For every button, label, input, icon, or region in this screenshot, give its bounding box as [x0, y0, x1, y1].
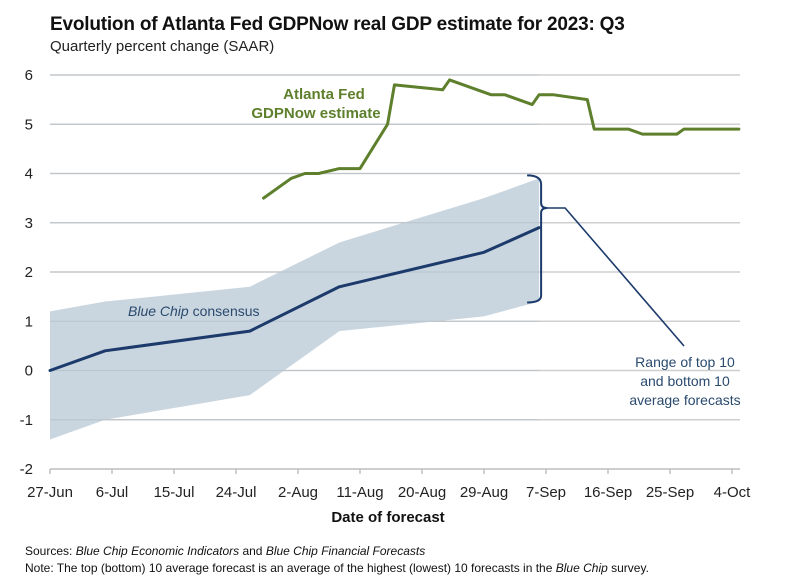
- note-italic: Blue Chip: [555, 561, 608, 575]
- x-tick-label: 20-Aug: [398, 484, 446, 501]
- x-tick-label: 7-Sep: [526, 484, 566, 501]
- sources-publication-2: Blue Chip Financial Forecasts: [265, 544, 426, 558]
- y-tick-label: 5: [25, 116, 33, 133]
- gdpnow-label-line1: Atlanta Fed: [283, 86, 365, 103]
- y-tick-label: 4: [25, 166, 33, 183]
- y-tick-label: 0: [25, 363, 33, 380]
- x-tick-label: 4-Oct: [714, 484, 752, 501]
- y-tick-label: 2: [25, 264, 33, 281]
- x-tick-label: 6-Jul: [96, 484, 129, 501]
- gdpnow-line: [262, 78, 741, 200]
- bluechip-consensus-line: [48, 226, 541, 372]
- y-tick-label: -2: [20, 461, 33, 478]
- series-lines: [48, 78, 741, 372]
- bluechip-label-rest: consensus: [189, 303, 260, 319]
- x-axis: 27-Jun 6-Jul 15-Jul 24-Jul 2-Aug 11-Aug 20-Aug…: [27, 468, 752, 501]
- note-text-2: survey.: [607, 561, 649, 575]
- note-text-1: The top (bottom) 10 average forecast is …: [53, 561, 556, 575]
- sources-publication-1: Blue Chip Economic Indicators: [75, 544, 240, 558]
- x-tick-label: 15-Jul: [154, 484, 195, 501]
- range-leader-line: [547, 207, 685, 347]
- sources-label: Sources:: [25, 544, 73, 558]
- y-tick-label: -1: [20, 412, 33, 429]
- x-tick-label: 11-Aug: [336, 484, 383, 501]
- chart-title: Evolution of Atlanta Fed GDPNow real GDP…: [50, 14, 625, 35]
- y-tick-label: 6: [25, 67, 33, 84]
- sources-conjunction: and: [239, 544, 266, 558]
- range-bracket-shape: [527, 174, 548, 304]
- chart-subtitle: Quarterly percent change (SAAR): [50, 38, 275, 55]
- range-label-line2: and bottom 10: [640, 373, 730, 389]
- y-axis-ticks: 6 5 4 3 2 1 0 -1 -2: [20, 67, 33, 478]
- y-tick-label: 1: [25, 313, 33, 330]
- y-tick-label: 3: [25, 215, 33, 232]
- gdpnow-label-line2: GDPNow estimate: [251, 105, 380, 122]
- bluechip-label-italic: Blue Chip: [128, 303, 189, 319]
- note-label: Note:: [25, 561, 54, 575]
- range-label-line3: average forecasts: [629, 392, 740, 408]
- x-tick-label: 25-Sep: [646, 484, 694, 501]
- x-tick-label: 24-Jul: [216, 484, 257, 501]
- bluechip-label: Blue Chip consensus: [128, 303, 260, 319]
- x-tick-label: 29-Aug: [460, 484, 508, 501]
- x-tick-label: 16-Sep: [584, 484, 632, 501]
- note-line: Note: The top (bottom) 10 average foreca…: [25, 561, 649, 575]
- sources-line: Sources: Blue Chip Economic Indicators a…: [25, 544, 425, 558]
- x-axis-title: Date of forecast: [331, 509, 444, 526]
- x-tick-label: 2-Aug: [278, 484, 318, 501]
- range-bracket: [527, 174, 685, 347]
- range-label-line1: Range of top 10: [635, 354, 735, 370]
- x-tick-label: 27-Jun: [27, 484, 73, 501]
